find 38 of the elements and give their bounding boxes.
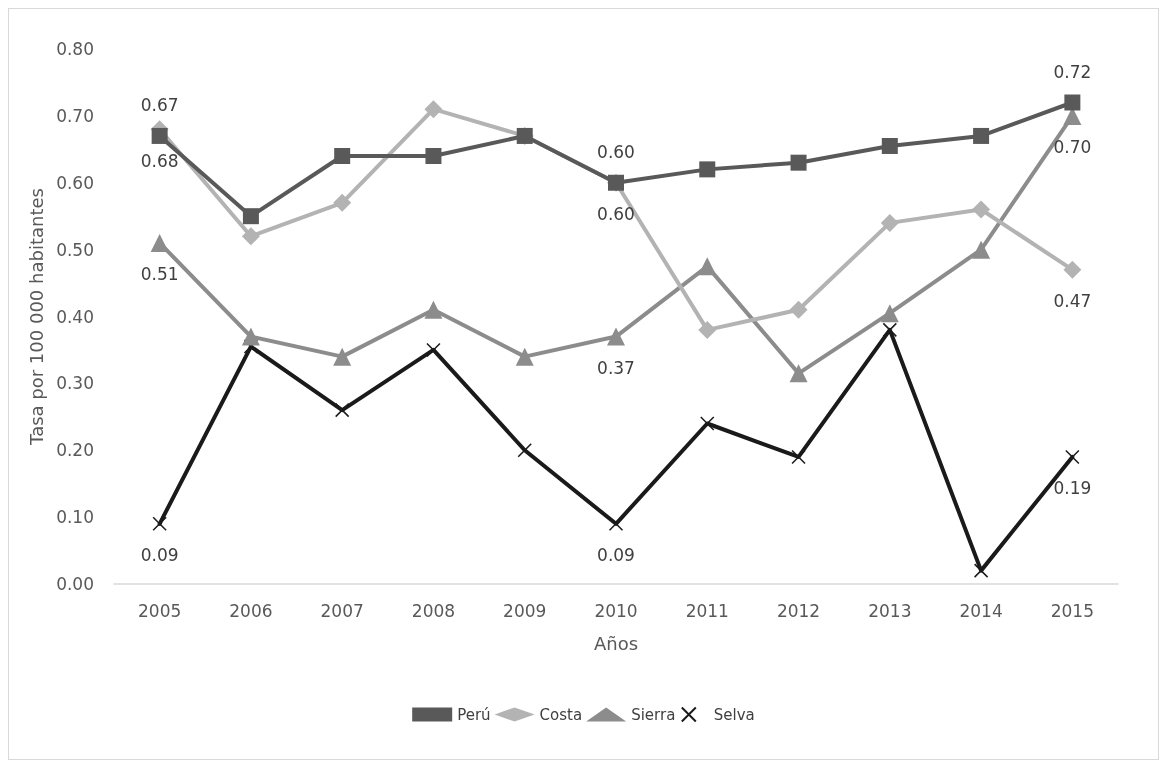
y-tick-label: 0.80 [56,39,94,59]
legend-label: Costa [539,705,583,724]
x-tick-label: 2006 [229,600,273,621]
data-label: 0.60 [597,204,635,225]
y-axis-title: Tasa por 100 000 habitantes [25,188,47,446]
data-label: 0.67 [140,95,179,116]
x-tick-label: 2007 [320,600,364,621]
x-axis-title: Años [593,632,639,654]
x-tick-label: 2013 [868,600,912,621]
data-label: 0.51 [140,264,179,285]
x-tick-label: 2014 [959,600,1003,621]
data-label: 0.68 [140,150,179,171]
x-tick-label: 2005 [138,600,182,621]
x-tick-label: 2015 [1050,600,1094,621]
data-label: 0.72 [1053,62,1092,82]
data-label: 0.37 [597,358,635,379]
x-tick-label: 2011 [685,600,729,621]
x-tick-label: 2008 [411,600,456,621]
data-label: 0.60 [597,142,635,163]
data-label: 0.70 [1053,137,1092,158]
y-tick-label: 0.60 [56,172,94,193]
x-tick-label: 2012 [776,600,821,621]
data-label: 0.19 [1053,478,1092,499]
x-tick-label: 2009 [503,600,547,621]
x-tick-label: 2010 [594,600,638,621]
legend-label: Selva [713,705,755,724]
y-tick-label: 0.10 [56,507,94,528]
legend-label: Perú [457,705,491,724]
y-tick-label: 0.40 [56,306,94,327]
y-tick-label: 0.70 [56,105,94,126]
data-label: 0.09 [597,545,635,566]
y-tick-label: 0.30 [56,373,94,394]
data-label: 0.09 [140,545,179,566]
y-tick-label: 0.50 [56,239,94,260]
legend-label: Sierra [631,705,676,724]
y-tick-label: 0.20 [56,440,94,461]
y-tick-label: 0.00 [56,574,94,594]
data-label: 0.47 [1053,291,1092,312]
